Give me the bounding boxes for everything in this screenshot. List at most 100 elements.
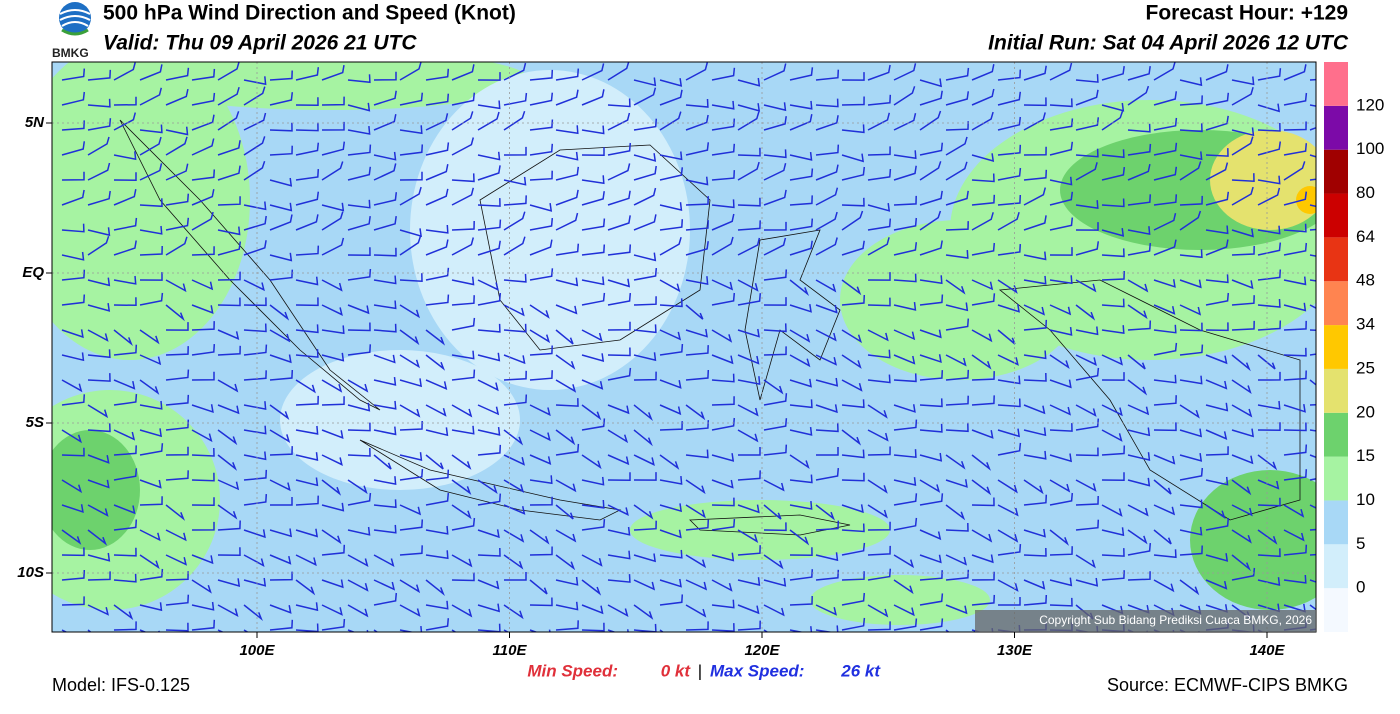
wind-barb <box>1179 428 1203 438</box>
wind-barb <box>919 210 942 231</box>
wind-barb <box>1283 121 1307 131</box>
wind-barb <box>581 519 606 531</box>
wind-barb <box>789 152 813 161</box>
wind-barb <box>373 247 397 257</box>
wind-barb <box>113 344 138 356</box>
wind-barb <box>61 596 85 606</box>
wind-barb <box>477 547 501 557</box>
wind-barb <box>477 404 500 416</box>
wind-barb <box>373 163 397 181</box>
wind-barb <box>737 577 761 586</box>
wind-barb <box>1101 110 1124 131</box>
wind-barb <box>1023 65 1047 81</box>
wind-barb <box>607 293 632 306</box>
wind-barb <box>555 166 580 181</box>
wind-barb <box>1049 304 1072 316</box>
wind-barb <box>295 379 316 394</box>
wind-barb <box>269 269 294 281</box>
wind-barb <box>867 429 889 442</box>
wind-barb <box>659 476 683 485</box>
wind-barb <box>321 618 346 631</box>
wind-barb <box>737 545 761 556</box>
wind-barb <box>165 419 190 431</box>
wind-barb <box>165 126 189 136</box>
wind-barb <box>633 504 654 520</box>
wind-barb <box>87 552 111 562</box>
wind-barb <box>139 479 162 489</box>
wind-barb <box>1075 577 1099 587</box>
wind-barb <box>139 163 163 181</box>
wind-barb <box>1101 445 1126 456</box>
wind-barb <box>477 579 500 590</box>
wind-barb <box>1205 429 1228 440</box>
wind-barb <box>139 400 163 410</box>
wind-barb <box>1231 295 1255 306</box>
wind-barb <box>451 276 475 286</box>
wind-barb <box>1127 143 1152 156</box>
min-speed-value: 0 kt <box>661 661 692 680</box>
wind-barb <box>295 495 319 506</box>
wind-barb <box>425 68 450 81</box>
wind-barb <box>1205 402 1229 412</box>
wind-barb <box>87 302 111 312</box>
wind-barb <box>269 177 293 187</box>
title: 500 hPa Wind Direction and Speed (Knot) <box>103 2 516 25</box>
wind-barb <box>1049 546 1073 556</box>
wind-barb <box>685 114 709 131</box>
wind-barb <box>191 279 214 291</box>
wind-barb <box>139 602 163 612</box>
wind-barb <box>243 136 266 156</box>
wind-barb <box>321 141 346 156</box>
wind-barb <box>1075 200 1099 209</box>
wind-barb <box>503 211 526 231</box>
wind-barb <box>816 447 839 456</box>
wind-barb <box>893 150 917 160</box>
wind-barb <box>373 354 396 364</box>
wind-barb <box>607 347 631 357</box>
wind-barb <box>139 64 163 81</box>
wind-barb <box>997 529 1019 543</box>
wind-barb <box>87 227 111 237</box>
wind-barb <box>581 125 605 135</box>
wind-barb <box>269 122 293 132</box>
wind-barb <box>425 579 445 597</box>
wind-barb <box>165 504 186 521</box>
wind-barb <box>1179 161 1202 181</box>
wind-barb <box>1049 141 1074 156</box>
wind-barb <box>971 212 994 231</box>
wind-barb <box>113 504 136 515</box>
wind-barb <box>1283 161 1306 181</box>
wind-barb <box>373 275 397 285</box>
wind-barb <box>1023 97 1047 107</box>
wind-barb <box>295 67 320 81</box>
wind-barb <box>1127 163 1151 181</box>
wind-barb <box>737 77 761 87</box>
wind-barb <box>841 379 863 392</box>
wind-barb <box>633 454 655 466</box>
wind-barb <box>685 519 710 531</box>
wind-barb <box>815 279 837 293</box>
wind-barb <box>1049 247 1073 256</box>
wind-barb <box>1153 454 1176 465</box>
wind-barb <box>711 599 735 609</box>
wind-barb <box>1179 545 1203 556</box>
wind-barb <box>1257 187 1281 206</box>
wind-barb <box>113 379 136 390</box>
wind-barb <box>763 479 785 492</box>
wind-barb <box>217 604 239 617</box>
wind-barb <box>997 69 1022 81</box>
wind-barb <box>737 620 761 631</box>
wind-barb <box>503 429 524 446</box>
wind-barb <box>1023 169 1048 181</box>
wind-barb <box>1127 123 1151 133</box>
wind-barb <box>1023 372 1047 382</box>
wind-barb <box>1153 422 1177 432</box>
wind-barb <box>711 373 735 383</box>
map-frame <box>51 61 1317 633</box>
wind-barb <box>191 619 216 631</box>
wind-barb <box>61 447 85 457</box>
wind-barb <box>191 138 215 156</box>
wind-barb <box>529 92 554 106</box>
wind-barb <box>269 404 290 420</box>
wind-barb <box>477 603 501 613</box>
